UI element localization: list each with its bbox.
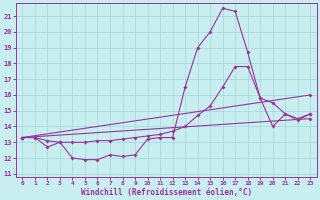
X-axis label: Windchill (Refroidissement éolien,°C): Windchill (Refroidissement éolien,°C): [81, 188, 252, 197]
